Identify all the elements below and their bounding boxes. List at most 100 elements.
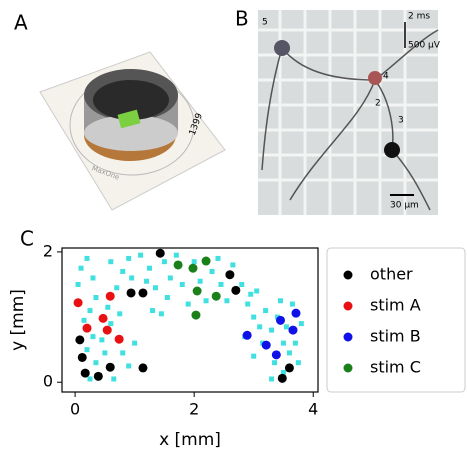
- point: [126, 288, 136, 298]
- point: [291, 308, 301, 318]
- point: [77, 352, 87, 362]
- point: [98, 313, 108, 323]
- microscope-image: 5 2 ms 500 µV 4 2 3 30 µm: [258, 10, 441, 215]
- point: [257, 324, 263, 330]
- x-axis-label: x [mm]: [159, 430, 221, 450]
- point: [275, 315, 285, 325]
- point: [161, 259, 167, 265]
- point: [192, 286, 202, 296]
- point: [261, 340, 271, 350]
- point: [102, 325, 112, 335]
- point: [188, 263, 198, 273]
- point: [225, 270, 235, 280]
- point: [93, 360, 99, 366]
- legend-box: [326, 247, 466, 393]
- legend-label: stim B: [370, 327, 421, 346]
- point: [224, 298, 230, 304]
- point: [254, 288, 260, 294]
- point: [173, 252, 179, 258]
- point: [179, 281, 185, 287]
- x-tick-label: 0: [70, 400, 80, 419]
- point: [218, 281, 224, 287]
- point: [239, 281, 245, 287]
- point: [117, 311, 123, 317]
- point: [248, 291, 254, 297]
- point: [73, 298, 83, 308]
- point: [99, 337, 105, 343]
- point: [292, 340, 298, 346]
- point: [231, 285, 241, 295]
- point: [138, 252, 144, 258]
- point: [147, 265, 153, 271]
- point: [289, 301, 295, 307]
- point: [298, 321, 304, 327]
- point: [129, 275, 135, 281]
- point: [155, 248, 165, 258]
- point: [173, 260, 183, 270]
- marker-label: 3: [398, 116, 404, 126]
- legend-label: other: [370, 265, 413, 284]
- plot-frame: [61, 247, 319, 393]
- point: [93, 295, 99, 301]
- length-scale: 30 µm: [390, 201, 419, 211]
- point: [263, 308, 269, 314]
- point: [75, 281, 81, 287]
- point: [271, 350, 281, 360]
- point: [90, 334, 96, 340]
- point: [269, 376, 275, 382]
- marker-label: 2: [375, 99, 381, 109]
- point: [158, 311, 164, 317]
- marker-label: 4: [383, 72, 389, 82]
- point: [251, 353, 257, 359]
- electrode-label: 5: [262, 18, 268, 28]
- point: [108, 259, 114, 265]
- voltage-scale: 500 µV: [408, 41, 441, 51]
- point: [93, 371, 103, 381]
- point: [152, 285, 158, 291]
- time-scale: 2 ms: [408, 12, 430, 22]
- point: [280, 340, 286, 346]
- point: [144, 278, 150, 284]
- point: [82, 323, 92, 333]
- point: [288, 325, 298, 335]
- point: [191, 310, 201, 320]
- y-tick-label: 2: [43, 241, 53, 260]
- point: [120, 268, 126, 274]
- point: [149, 308, 155, 314]
- point: [286, 350, 292, 356]
- point: [215, 255, 221, 261]
- point: [87, 308, 93, 314]
- point: [105, 304, 111, 310]
- point: [211, 291, 221, 301]
- point: [78, 265, 84, 271]
- panel-label: B: [235, 7, 249, 31]
- chip-photo: 1399 MaxOne: [39, 51, 226, 211]
- legend-marker: [343, 363, 353, 373]
- point: [105, 362, 115, 372]
- panel-label: C: [20, 227, 34, 251]
- point: [283, 324, 289, 330]
- point: [277, 373, 287, 383]
- point: [251, 314, 257, 320]
- panel-label: A: [14, 11, 28, 35]
- point: [75, 335, 85, 345]
- point: [102, 350, 108, 356]
- point: [132, 340, 138, 346]
- legend-label: stim C: [370, 358, 421, 377]
- point: [81, 317, 87, 323]
- point: [269, 327, 275, 333]
- point: [80, 368, 90, 378]
- y-tick-label: 0: [43, 372, 53, 391]
- point: [280, 369, 286, 375]
- scatter-plot: 0 2 4 0 2 x [mm] y [mm] other stim A stim B stim C: [8, 241, 466, 450]
- point: [201, 256, 211, 266]
- point: [272, 360, 278, 366]
- legend-label: stim A: [370, 296, 421, 315]
- point: [84, 255, 90, 261]
- legend-marker: [343, 332, 353, 342]
- point: [230, 262, 236, 268]
- point: [242, 330, 252, 340]
- y-axis-label: y [mm]: [8, 289, 28, 351]
- point: [108, 321, 114, 327]
- point: [295, 360, 301, 366]
